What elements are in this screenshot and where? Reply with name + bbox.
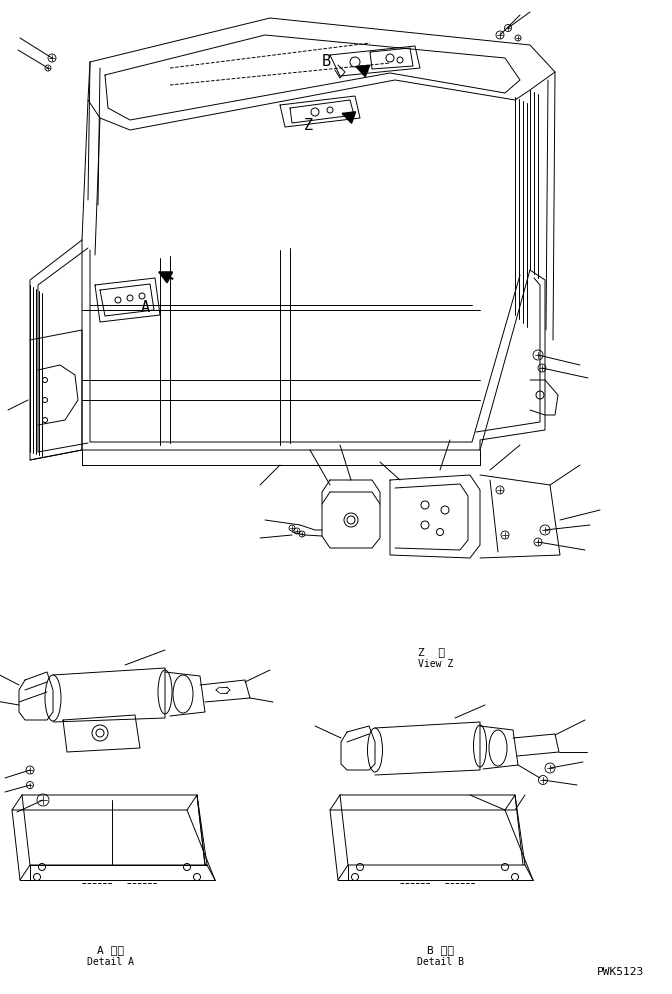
Text: B 詳細: B 詳細 <box>427 945 454 955</box>
Text: PWK5123: PWK5123 <box>596 967 644 977</box>
Text: A: A <box>140 300 150 315</box>
Text: View Z: View Z <box>418 659 453 669</box>
Text: Detail A: Detail A <box>87 957 134 967</box>
Text: Z: Z <box>304 117 312 132</box>
Text: B: B <box>321 55 331 70</box>
Text: Detail B: Detail B <box>417 957 464 967</box>
Text: Z  視: Z 視 <box>418 647 445 657</box>
Text: A 詳細: A 詳細 <box>97 945 124 955</box>
